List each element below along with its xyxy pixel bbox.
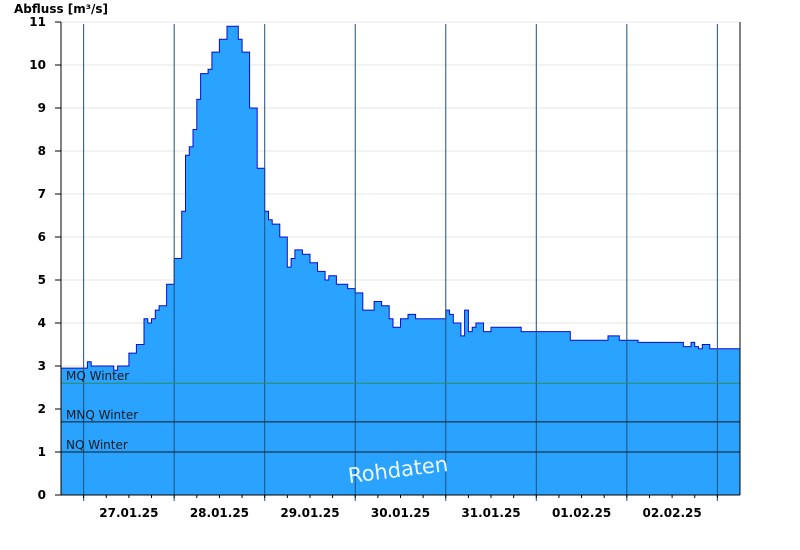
x-tick-label: 27.01.25 [99,506,158,520]
y-tick-label: 6 [38,230,46,244]
x-tick-label: 30.01.25 [371,506,430,520]
y-tick-label: 1 [38,445,46,459]
y-tick-label: 11 [29,15,46,29]
y-tick-label: 8 [38,144,46,158]
x-axis-ticks: 27.01.25 28.01.25 29.01.25 30.01.25 31.01.25… [83,495,718,520]
y-tick-label: 0 [38,488,46,502]
x-tick-label: 29.01.25 [280,506,339,520]
reference-line-label: MQ Winter [66,369,129,383]
y-tick-label: 5 [38,273,46,287]
x-tick-label: 28.01.25 [190,506,249,520]
discharge-line [60,25,741,371]
y-tick-label: 2 [38,402,46,416]
y-tick-label: 10 [29,58,46,72]
reference-line-label: MNQ Winter [66,408,138,422]
y-tick-label: 9 [38,101,46,115]
y-axis-label: Abfluss [m³/s] [14,2,108,16]
x-tick-label: 02.02.25 [642,506,701,520]
y-tick-label: 4 [38,316,46,330]
discharge-area [61,26,740,496]
y-axis-ticks: 0 1 2 3 4 5 6 7 8 9 10 11 [29,15,61,502]
y-tick-label: 7 [38,187,46,201]
x-tick-label: 31.01.25 [461,506,520,520]
x-tick-label: 01.02.25 [552,506,611,520]
reference-line-label: NQ Winter [66,438,128,452]
y-tick-label: 3 [38,359,46,373]
reference-lines: MQ Winter MNQ Winter NQ Winter [61,369,740,453]
